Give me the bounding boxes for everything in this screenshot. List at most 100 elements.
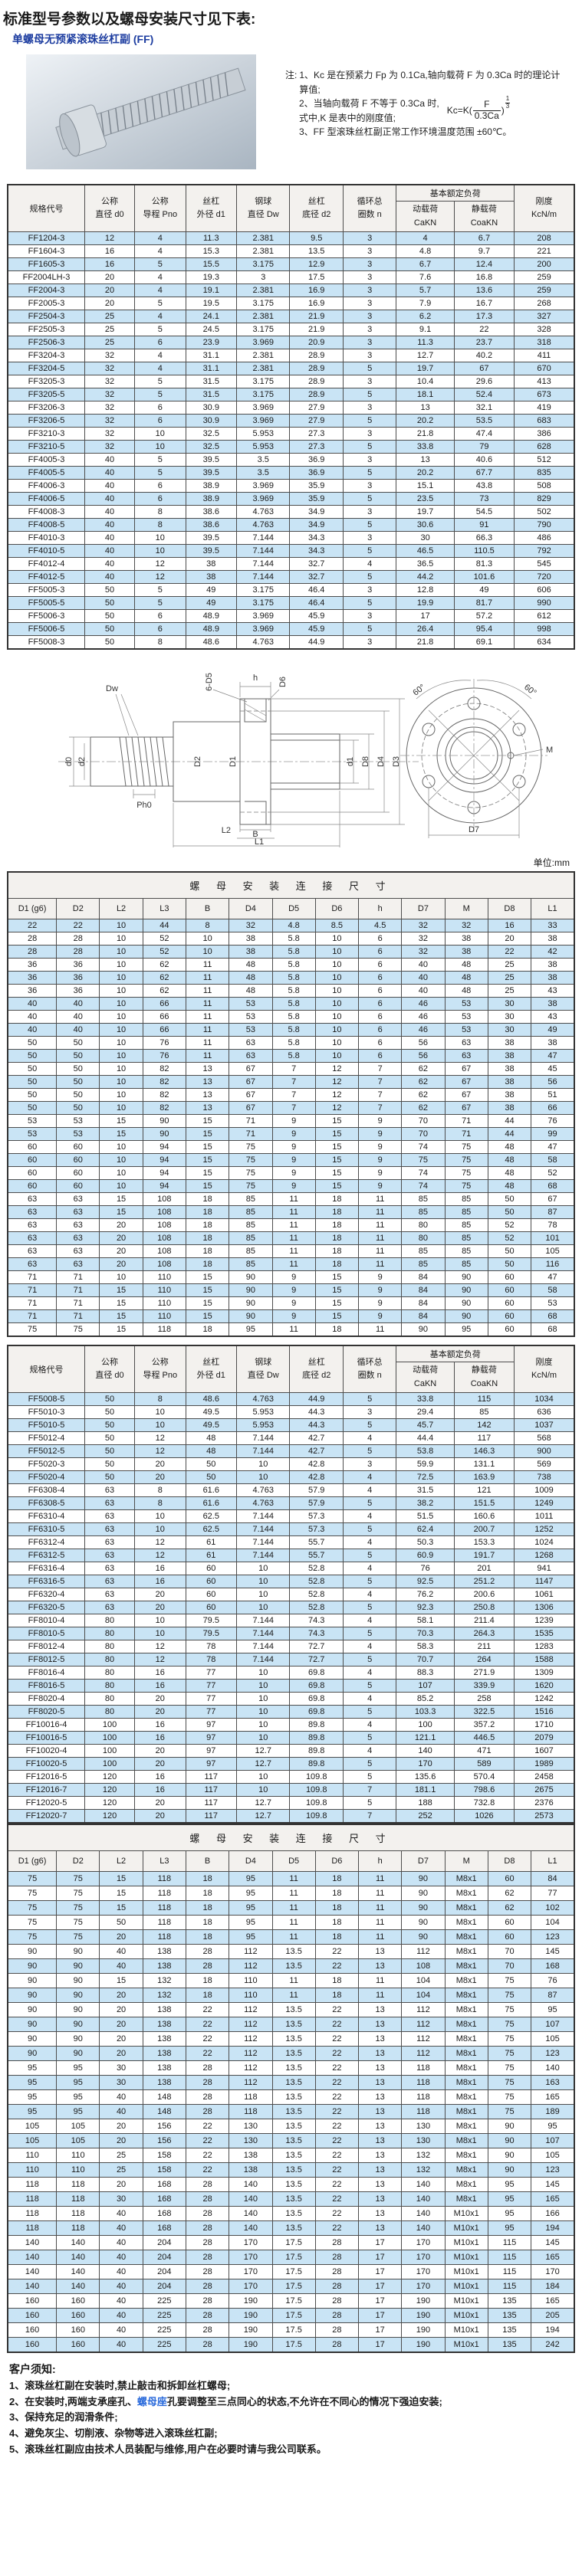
cell: 225 bbox=[142, 2322, 186, 2338]
cell: 66 bbox=[142, 1010, 186, 1024]
cell: 16 bbox=[84, 244, 136, 259]
cell: 30.9 bbox=[185, 401, 238, 415]
cell: 3 bbox=[342, 401, 397, 415]
cell: 3 bbox=[342, 479, 397, 493]
cell: 62 bbox=[401, 1062, 446, 1077]
cell: 115 bbox=[487, 2235, 532, 2251]
table-row: FF2504-3 25 4 24.1 2.381 21.9 3 6.2 17.3 327 bbox=[7, 310, 575, 324]
cell: 75 bbox=[487, 1988, 532, 2004]
cell: 49.5 bbox=[185, 1405, 238, 1420]
cell: 90 bbox=[56, 2046, 100, 2062]
cell: 11 bbox=[271, 1192, 316, 1207]
cell: 36.5 bbox=[396, 557, 455, 572]
cell: 10 bbox=[99, 1101, 143, 1116]
cell: 13 bbox=[358, 2119, 403, 2135]
cell: 15 bbox=[185, 1179, 230, 1194]
cell: 165 bbox=[531, 2293, 575, 2309]
cell: 5 bbox=[342, 1770, 397, 1785]
cell: 16 bbox=[134, 1679, 186, 1693]
cell: 140 bbox=[7, 2264, 58, 2280]
page-title: 标准型号参数以及螺母安装尺寸见下表: bbox=[3, 11, 256, 28]
cell: 9 bbox=[271, 1296, 316, 1311]
cell: 1249 bbox=[514, 1496, 575, 1511]
cell: 11 bbox=[185, 1036, 230, 1050]
cell: 50 bbox=[84, 635, 136, 650]
cell: 50 bbox=[56, 1075, 100, 1090]
table-row: 40 40 10 66 11 53 5.8 10 6 46 53 30 49 bbox=[7, 1023, 575, 1037]
cell: 22 bbox=[314, 2206, 360, 2222]
cell: 12 bbox=[84, 231, 136, 246]
cell: 5 bbox=[342, 596, 397, 611]
cell: 4 bbox=[342, 1483, 397, 1498]
dim-label-B: B bbox=[252, 830, 258, 839]
intro-row: 注: 1、Kc 是在预紧力 Fp 为 0.1Ca,轴向载荷 F 为 0.3Ca … bbox=[6, 54, 576, 173]
cell: 85 bbox=[229, 1205, 273, 1220]
cell: FF5020-3 bbox=[7, 1457, 85, 1472]
cell: 66 bbox=[142, 1023, 186, 1037]
cell: 168 bbox=[142, 2177, 186, 2193]
cell: FF4005-5 bbox=[7, 466, 85, 480]
cell: 60 bbox=[7, 1166, 58, 1181]
table-row: 75 75 50 118 18 95 11 18 11 90 M8x1 60 104 bbox=[7, 1915, 575, 1931]
cell: 7.144 bbox=[236, 1549, 291, 1563]
cell: 13.5 bbox=[271, 2046, 316, 2062]
cell: 4.763 bbox=[236, 635, 291, 650]
cell: 79 bbox=[453, 440, 515, 454]
cell: 18 bbox=[314, 1257, 360, 1272]
cell: 32 bbox=[444, 919, 488, 933]
table-row: FF4005-5 40 5 39.5 3.5 36.9 5 20.2 67.7 835 bbox=[7, 466, 575, 480]
cell: 738 bbox=[514, 1470, 575, 1485]
cell: 20 bbox=[487, 932, 532, 946]
cell: 22 bbox=[314, 2177, 360, 2193]
cell: 28 bbox=[185, 2279, 230, 2295]
cell: 7 bbox=[358, 1088, 403, 1103]
cell: 9 bbox=[271, 1270, 316, 1285]
cell: 13 bbox=[396, 401, 455, 415]
cell: 32 bbox=[84, 388, 136, 402]
cell: 10 bbox=[134, 1509, 186, 1524]
table-row: 118 118 40 168 28 140 13.5 22 13 140 M10x1 95 166 bbox=[7, 2206, 575, 2222]
cell: 28 bbox=[314, 2235, 360, 2251]
cell: M8x1 bbox=[444, 2075, 488, 2091]
cell: M10x1 bbox=[444, 2293, 488, 2309]
cell: 13 bbox=[358, 2002, 403, 2018]
col-header: 静载荷 CoaKN bbox=[453, 200, 515, 233]
table-row: 63 63 15 108 18 85 11 18 11 85 85 50 67 bbox=[7, 1192, 575, 1207]
cell: 53.8 bbox=[396, 1444, 455, 1459]
stiffness-formula: Kc=K( F 0.3Ca ) 1 3 bbox=[447, 96, 511, 122]
cell: 118 bbox=[142, 1871, 186, 1887]
cell: 190 bbox=[401, 2293, 446, 2309]
cell: 18 bbox=[185, 1192, 230, 1207]
cell: 7 bbox=[358, 1075, 403, 1090]
cell: 13.5 bbox=[271, 2002, 316, 2018]
cell: 170 bbox=[401, 2279, 446, 2295]
table-row: 60 60 10 94 15 75 9 15 9 74 75 48 68 bbox=[7, 1179, 575, 1194]
cell: 108 bbox=[142, 1218, 186, 1233]
cell: 90 bbox=[56, 1958, 100, 1975]
cell: 15 bbox=[99, 1322, 143, 1337]
cell: 68 bbox=[531, 1309, 575, 1324]
cell: 6.7 bbox=[396, 257, 455, 272]
cell: 95 bbox=[531, 2002, 575, 2018]
cell: 90 bbox=[444, 1283, 488, 1298]
table-row: FF4008-5 40 8 38.6 4.763 34.9 5 30.6 91 790 bbox=[7, 518, 575, 533]
cell: 22 bbox=[185, 2162, 230, 2178]
table-row: FF6308-5 63 8 61.6 4.763 57.9 5 38.2 151.5 1249 bbox=[7, 1496, 575, 1511]
cell: 4 bbox=[134, 349, 186, 363]
cell: 50 bbox=[7, 1088, 58, 1103]
cell: 71 bbox=[229, 1127, 273, 1142]
cell: 67 bbox=[531, 1192, 575, 1207]
cell: 28 bbox=[185, 2206, 230, 2222]
cell: 30 bbox=[99, 2075, 143, 2091]
cell: 108 bbox=[142, 1231, 186, 1246]
table-row: FF3210-3 32 10 32.5 5.953 27.3 3 21.8 47.4 386 bbox=[7, 427, 575, 441]
cell: 20 bbox=[99, 2017, 143, 2033]
cell: 89.8 bbox=[289, 1757, 344, 1771]
cell: 15 bbox=[99, 1886, 143, 1902]
cell: 30 bbox=[99, 2191, 143, 2207]
cell: M8x1 bbox=[444, 2191, 488, 2207]
cell: 941 bbox=[514, 1562, 575, 1576]
cell: 20 bbox=[99, 2119, 143, 2135]
cell: M10x1 bbox=[444, 2206, 488, 2222]
cell: 80 bbox=[84, 1666, 136, 1680]
